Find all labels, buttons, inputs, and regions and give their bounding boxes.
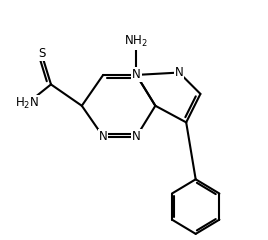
Text: N: N [99, 130, 107, 143]
Text: H$_2$N: H$_2$N [15, 96, 39, 111]
Text: N: N [132, 130, 141, 143]
Text: S: S [38, 47, 45, 60]
Text: N: N [175, 66, 184, 79]
Text: NH$_2$: NH$_2$ [124, 34, 148, 49]
Text: N: N [132, 68, 141, 81]
